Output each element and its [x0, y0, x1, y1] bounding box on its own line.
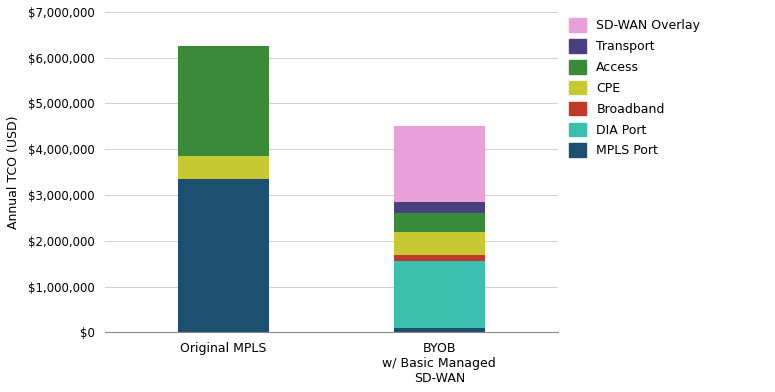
- Bar: [178, 179, 269, 332]
- Bar: [178, 46, 269, 156]
- Bar: [394, 261, 484, 328]
- Bar: [394, 232, 484, 254]
- Bar: [394, 328, 484, 332]
- Bar: [394, 254, 484, 261]
- Bar: [178, 156, 269, 179]
- Bar: [394, 202, 484, 213]
- Bar: [394, 126, 484, 202]
- Bar: [394, 213, 484, 232]
- Legend: SD-WAN Overlay, Transport, Access, CPE, Broadband, DIA Port, MPLS Port: SD-WAN Overlay, Transport, Access, CPE, …: [569, 18, 701, 158]
- Y-axis label: Annual TCO (USD): Annual TCO (USD): [7, 115, 20, 229]
